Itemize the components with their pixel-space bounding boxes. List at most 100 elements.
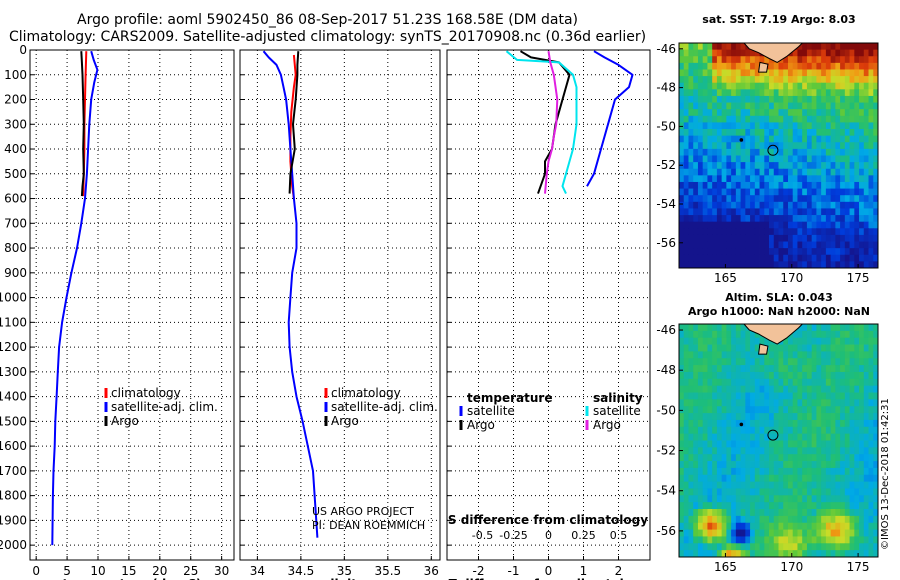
sla_map-cell bbox=[816, 344, 822, 352]
sst_map-cell bbox=[783, 254, 789, 262]
sla_map-cell bbox=[825, 358, 832, 366]
sla_map-cell bbox=[873, 337, 879, 345]
sst_map-cell bbox=[816, 129, 822, 137]
sst_map-cell bbox=[792, 95, 798, 103]
sla_map-cell bbox=[778, 515, 784, 524]
sla_map-cell bbox=[750, 344, 756, 352]
sst_map-cell bbox=[726, 228, 732, 236]
sst_map-cell bbox=[821, 221, 827, 229]
sst_map-cell bbox=[721, 254, 727, 262]
sla_map-cell bbox=[849, 406, 855, 414]
sla_map-cell bbox=[735, 337, 741, 345]
y-tick-label: 200 bbox=[4, 93, 27, 107]
sla_map-cell bbox=[873, 529, 879, 537]
sla_map-cell bbox=[769, 358, 775, 366]
sla_map-cell bbox=[697, 413, 704, 421]
sst_map-cell bbox=[712, 76, 718, 84]
sst_map-cell bbox=[712, 82, 718, 90]
sla_map-cell bbox=[854, 385, 860, 393]
sst_map-cell bbox=[840, 241, 846, 249]
sst_map-cell bbox=[712, 148, 718, 156]
sst_map-cell bbox=[792, 82, 798, 90]
sst_map-cell bbox=[754, 82, 760, 90]
sst_map-cell bbox=[740, 115, 746, 123]
sla_map-cell bbox=[759, 419, 765, 428]
sst_map-cell bbox=[683, 76, 689, 84]
sla_map-cell bbox=[830, 330, 836, 339]
sla_map-cell bbox=[797, 495, 803, 503]
sst_map-cell bbox=[835, 89, 841, 97]
sst_map-cell bbox=[750, 56, 756, 64]
sst_map-cell bbox=[835, 234, 841, 242]
sla_map-cell bbox=[783, 543, 789, 551]
sla_map-cell bbox=[873, 330, 879, 339]
sst_map-cell bbox=[854, 181, 860, 189]
sst_map-cell bbox=[740, 82, 746, 90]
sla_map-cell bbox=[806, 413, 813, 421]
sst_map-cell bbox=[806, 109, 813, 117]
sst_map-cell bbox=[835, 122, 841, 130]
sla_map-cell bbox=[726, 481, 732, 489]
sst_map-cell bbox=[868, 115, 874, 123]
sla_map-cell bbox=[731, 330, 737, 339]
sst_map-cell bbox=[712, 129, 718, 137]
sla_map-cell bbox=[693, 330, 699, 339]
sst_map-cell bbox=[835, 248, 841, 256]
sla_map-auckland-islands bbox=[739, 422, 744, 427]
y-tick-label: 300 bbox=[4, 117, 27, 131]
sst_map-cell bbox=[778, 129, 784, 137]
sst_map-cell bbox=[745, 195, 751, 203]
sla_map-cell bbox=[806, 522, 813, 530]
difference-legend-label: satellite bbox=[593, 404, 641, 418]
sst_map-cell bbox=[712, 69, 718, 77]
sst_map-cell bbox=[693, 49, 699, 57]
sla_map-cell bbox=[797, 365, 803, 373]
sla_map-cell bbox=[816, 522, 822, 530]
sla_map-cell bbox=[745, 392, 751, 400]
sst_map-cell bbox=[716, 168, 723, 176]
sla_map-cell bbox=[806, 324, 813, 332]
sla_map-cell bbox=[679, 385, 685, 393]
sla_map-cell bbox=[712, 378, 718, 387]
sla_map-cell bbox=[731, 447, 737, 455]
difference-legend-label: satellite bbox=[467, 404, 515, 418]
sst_map-cell bbox=[697, 76, 704, 84]
sla_map-cell bbox=[811, 515, 817, 524]
sla_map-cell bbox=[873, 509, 879, 517]
sla_map-cell bbox=[750, 399, 756, 407]
sst_map-cell bbox=[840, 129, 846, 137]
sst_map-cell bbox=[816, 142, 822, 150]
sla_map-cell bbox=[863, 324, 869, 332]
sst_map-cell bbox=[816, 221, 822, 229]
sst_map-cell bbox=[679, 109, 685, 117]
sst_map-cell bbox=[745, 241, 751, 249]
sla_map-cell bbox=[787, 509, 794, 517]
sla_map-cell bbox=[787, 378, 794, 387]
difference-x-tick-label: 1 bbox=[580, 564, 588, 578]
sst_map-cell bbox=[759, 168, 765, 176]
sla_map-cell bbox=[726, 358, 732, 366]
sst_map-cell bbox=[816, 248, 822, 256]
sst_map-cell bbox=[750, 261, 756, 269]
sla_map-cell bbox=[868, 529, 874, 537]
sla_map-cell bbox=[854, 419, 860, 428]
sst_map-cell bbox=[863, 122, 869, 130]
sst_map-cell bbox=[707, 95, 713, 103]
sla_map-cell bbox=[759, 433, 765, 441]
sla_map-cell bbox=[683, 324, 689, 332]
sla_map-cell bbox=[859, 495, 865, 503]
sst_map-cell bbox=[859, 188, 865, 196]
sla_map-cell bbox=[750, 419, 756, 428]
sst_map-cell bbox=[693, 254, 699, 262]
sla_map-cell bbox=[697, 495, 704, 503]
sst_map-cell bbox=[778, 115, 784, 123]
sla_map-cell bbox=[816, 378, 822, 387]
sla_map-cell bbox=[716, 426, 723, 435]
sst_map-cell bbox=[702, 129, 708, 137]
sst_map-cell bbox=[769, 115, 775, 123]
sla_map-cell bbox=[769, 406, 775, 414]
sla_map-cell bbox=[868, 467, 874, 476]
sla_map-cell bbox=[849, 351, 855, 359]
sla_map-cell bbox=[769, 385, 775, 393]
sst_map-cell bbox=[679, 56, 685, 64]
